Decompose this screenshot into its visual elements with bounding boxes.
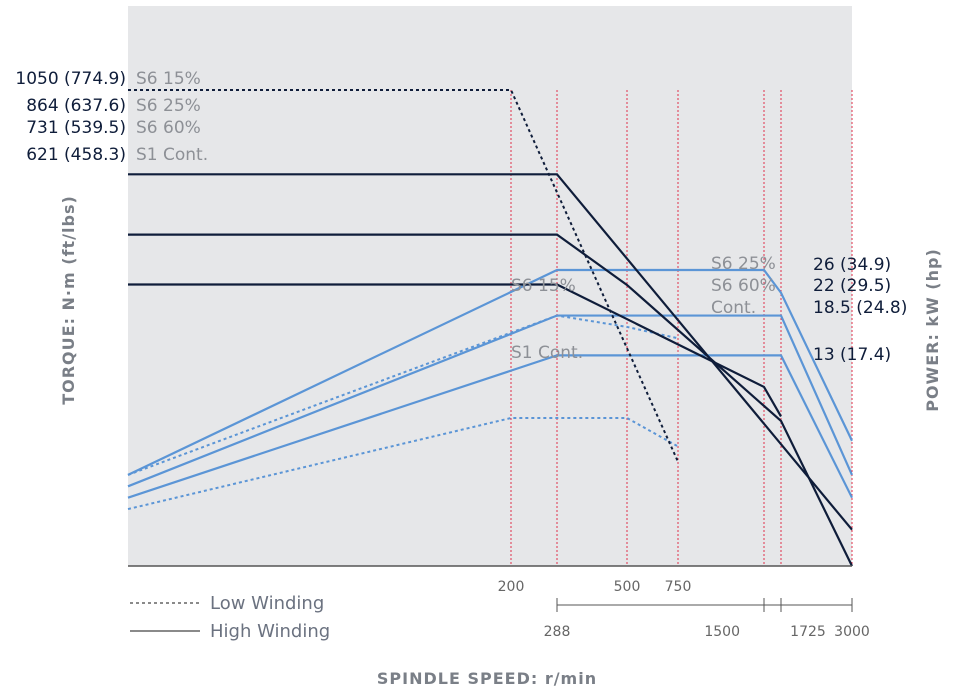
power-curve	[127, 268, 853, 476]
high-winding-scale	[556, 598, 853, 612]
torque-value-label: 731 (539.5)	[26, 118, 126, 138]
power-curve	[127, 314, 854, 488]
power-value-label: 26 (34.9)	[813, 255, 891, 275]
torque-value-label: 1050 (774.9)	[15, 69, 126, 89]
low-winding-tick-label: 200	[498, 579, 525, 595]
y-axis-title-left: TORQUE: N·m (ft/lbs)	[59, 195, 78, 405]
plot-area	[128, 6, 852, 566]
power-series-label: Cont.	[711, 298, 756, 318]
power-series-label: S6 15%	[511, 276, 576, 296]
torque-series-label: S6 60%	[136, 118, 201, 138]
low-winding-tick-label: 750	[665, 579, 692, 595]
power-series-label: S1 Cont.	[511, 343, 583, 363]
power-value-label: 22 (29.5)	[813, 276, 891, 296]
power-value-label: 13 (17.4)	[813, 345, 891, 365]
torque-curves	[128, 89, 853, 567]
power-curve	[127, 417, 679, 511]
speed-reference-lines	[510, 90, 853, 566]
power-value-label: 18.5 (24.8)	[813, 298, 907, 318]
torque-series-label: S6 15%	[136, 69, 201, 89]
power-series-label: S6 60%	[711, 276, 776, 296]
high-winding-tick-label: 1500	[704, 624, 740, 640]
torque-curve	[128, 233, 853, 567]
y-axis-title-right: POWER: kW (hp)	[923, 248, 942, 412]
power-curves	[127, 268, 854, 511]
legend-high-winding-label: High Winding	[210, 621, 330, 642]
torque-series-label: S1 Cont.	[136, 145, 208, 165]
legend: Low Winding High Winding	[130, 593, 330, 642]
legend-low-winding-label: Low Winding	[210, 593, 324, 614]
power-curve	[127, 354, 853, 499]
torque-value-label: 621 (458.3)	[26, 145, 126, 165]
torque-series-label: S6 25%	[136, 96, 201, 116]
high-winding-tick-label: 1725	[790, 624, 826, 640]
power-series-label: S6 25%	[711, 254, 776, 274]
high-winding-tick-label: 3000	[834, 624, 870, 640]
torque-curve	[128, 173, 853, 531]
high-winding-tick-label: 288	[544, 624, 571, 640]
torque-value-label: 864 (637.6)	[26, 96, 126, 116]
torque-curve	[128, 283, 782, 417]
low-winding-tick-label: 500	[614, 579, 641, 595]
torque-curve	[128, 89, 679, 463]
x-axis-title: SPINDLE SPEED: r/min	[377, 669, 597, 688]
